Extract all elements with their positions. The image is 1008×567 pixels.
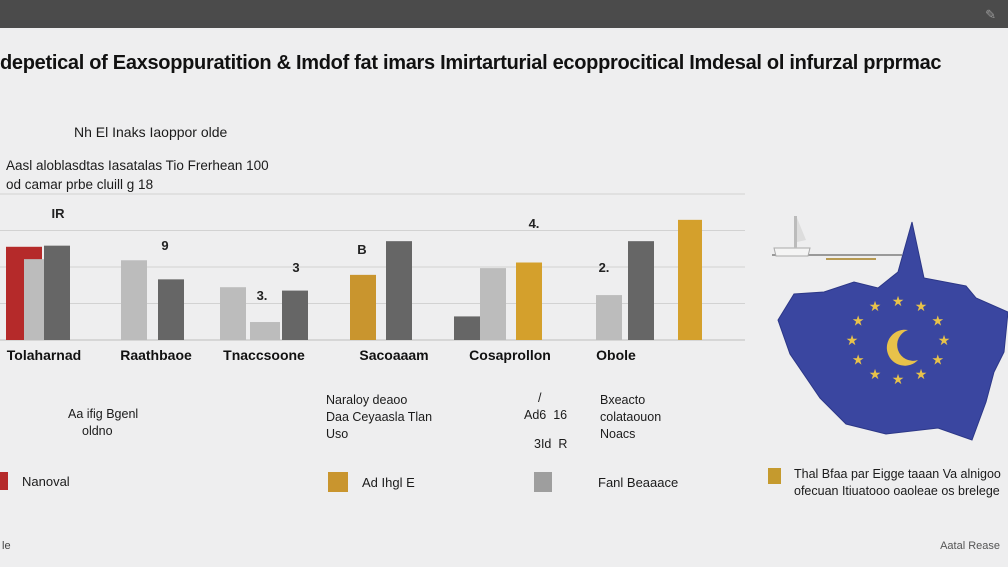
- legend-swatch-1: [0, 472, 8, 490]
- annotation-4-line-2: 3Id R: [524, 436, 594, 453]
- annotation-4-line-1-text: Ad6: [524, 408, 547, 422]
- chart-category-labels: Tolaharnad Raathbaoe Tnaccsoone Sacoaaam Cos…: [7, 347, 636, 363]
- eu-star-icon-7: ★: [846, 333, 859, 349]
- chart-data-labels: IR 9 3 3. B 4. 2.: [52, 206, 610, 303]
- bar-tnaccsoone-2: [250, 322, 280, 340]
- data-label-3: 3: [292, 260, 299, 275]
- data-label-6: 4.: [529, 216, 540, 231]
- bar-tolaharnad-3: [44, 245, 70, 340]
- chart-title: depetical of Eaxsoppuratition & Imdof fa…: [0, 52, 942, 74]
- bar-raathbaoe-1: [121, 260, 147, 340]
- annotation-4-line-1-value: 16: [553, 408, 568, 422]
- data-label-2: 9: [161, 238, 168, 253]
- annotation-1-line-2: oldno: [82, 424, 113, 438]
- bar-tnaccsoone-1: [220, 287, 246, 340]
- chart-bars: [6, 219, 702, 340]
- annotation-2-line-3: Uso: [326, 427, 349, 441]
- annotation-1: Aa ifig Bgenl oldno: [68, 406, 138, 440]
- annotation-4-line-2-text: 3Id: [534, 437, 552, 451]
- eu-map-shape: [777, 221, 1008, 441]
- chart-subtitle: Nh El Inaks Iaoppor olde: [74, 124, 228, 140]
- annotation-2-line-2: Daa Ceyaasla Tlan: [326, 410, 433, 424]
- category-label-1: Tolaharnad: [7, 347, 81, 363]
- legend-item-2[interactable]: Ad Ihgl E: [328, 472, 415, 492]
- annotation-2-line-1: Naraloy deaoo: [326, 393, 408, 407]
- bar-cosaprollon-1: [454, 316, 480, 340]
- bar-obole-2: [628, 241, 654, 340]
- annotation-3: Bxeacto colataouon Noacs: [600, 392, 661, 443]
- map-note: Thal Bfaa par Eigge taaan Va alnigoo ofe…: [794, 467, 1001, 498]
- bar-obole-3: [678, 219, 702, 340]
- eu-map-illustration: ★★★★★★★★★ ★ ★★: [772, 216, 1008, 441]
- bar-obole-1: [596, 295, 622, 340]
- annotation-1-line-1: Aa ifig Bgenl: [68, 407, 139, 421]
- eu-star-icon-2: ★: [932, 353, 945, 369]
- eu-map-crescent-icon: [886, 329, 918, 366]
- footer-left: le: [2, 540, 11, 552]
- eu-star-icon-8: ★: [852, 313, 865, 329]
- eu-star-icon-9: ★: [869, 299, 882, 315]
- data-label-5: B: [357, 242, 366, 257]
- bar-tnaccsoone-3: [282, 290, 308, 340]
- data-label-4: 3.: [257, 288, 268, 303]
- legend-swatch-2: [328, 472, 348, 492]
- annotation-2: Naraloy deaoo Daa Ceyaasla Tlan Uso: [326, 392, 432, 443]
- chart-note-line-1: Aasl aloblasdtas Iasatalas Tio Frerhean …: [6, 158, 269, 173]
- legend-item-3[interactable]: Fanl Beaaace: [534, 472, 678, 492]
- annotation-3-line-2: colataouon: [600, 410, 662, 424]
- window-titlebar: ✎: [0, 0, 1008, 28]
- legend-item-1[interactable]: Nanoval: [0, 472, 70, 490]
- chart-note: Aasl aloblasdtas Iasatalas Tio Frerhean …: [6, 156, 346, 194]
- category-label-2: Raathbaoe: [120, 347, 192, 363]
- annotation-4-line-2-value: R: [558, 437, 568, 451]
- legend-label-3: Fanl Beaaace: [598, 474, 679, 490]
- legend-swatch-3: [534, 472, 552, 492]
- category-label-6: Obole: [596, 347, 636, 363]
- legend-label-2: Ad Ihgl E: [362, 474, 415, 490]
- edit-icon[interactable]: ✎: [985, 7, 996, 22]
- eu-star-icon-4: ★: [892, 372, 905, 388]
- annotation-3-line-3: Noacs: [600, 427, 636, 441]
- eu-stars: ★★★★★★★★★ ★ ★★: [846, 294, 951, 388]
- eu-star-icon-12: ★: [932, 313, 945, 329]
- category-label-4: Sacoaaam: [359, 347, 428, 363]
- footer-right: Aatal Rease: [940, 540, 1000, 552]
- annotation-4-mark-1: /: [538, 391, 542, 405]
- eu-star-icon-3: ★: [915, 367, 928, 383]
- eu-star-icon-11: ★: [915, 299, 928, 315]
- bar-cosaprollon-2: [480, 268, 506, 340]
- eu-star-icon-10: ★: [892, 294, 905, 310]
- bar-sacoaaam-2: [386, 241, 412, 340]
- data-label-1: IR: [52, 206, 66, 221]
- eu-star-icon-5: ★: [869, 367, 882, 383]
- legend-label-1: Nanoval: [22, 473, 70, 489]
- bar-cosaprollon-3: [516, 262, 542, 340]
- ship-icon: [772, 216, 902, 260]
- category-label-5: Cosaprollon: [469, 347, 551, 363]
- eu-star-icon-6: ★: [852, 353, 865, 369]
- bar-raathbaoe-2: [158, 279, 184, 340]
- map-legend-swatch: [768, 468, 781, 484]
- chart-note-line-2: od camar prbe cluill g 18: [6, 177, 154, 192]
- eu-star-icon-1: ★: [938, 333, 951, 349]
- bar-sacoaaam-1: [350, 274, 376, 340]
- data-label-7: 2.: [599, 260, 610, 275]
- bar-chart: IR 9 3 3. B 4. 2. Tolaharnad Raathbaoe Tnaccsoon…: [0, 193, 745, 363]
- annotation-4: / Ad6 16 3Id R: [524, 390, 594, 453]
- annotation-4-line-1: Ad6 16: [524, 407, 594, 424]
- annotation-3-line-1: Bxeacto: [600, 393, 646, 407]
- category-label-3: Tnaccsoone: [223, 347, 305, 363]
